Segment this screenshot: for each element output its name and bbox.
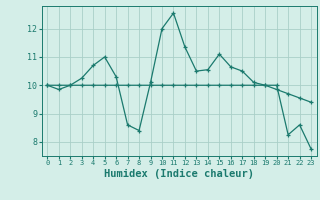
X-axis label: Humidex (Indice chaleur): Humidex (Indice chaleur): [104, 169, 254, 179]
